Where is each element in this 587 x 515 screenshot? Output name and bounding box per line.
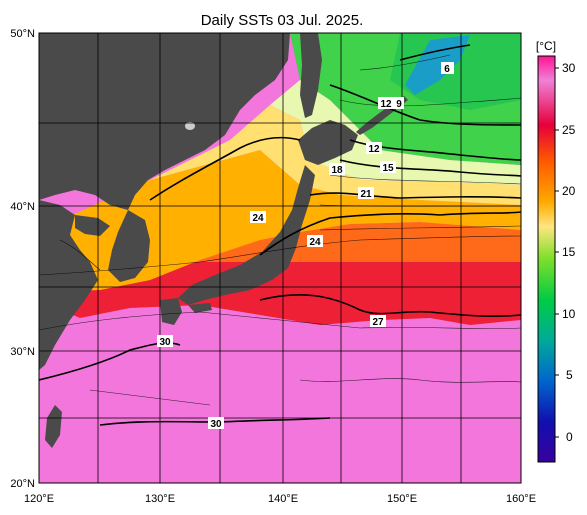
colorbar: [°C] 30 25 20 15 10 5 0: [536, 39, 576, 463]
land-kyushu: [160, 298, 182, 325]
colorbar-tick-label: 10: [562, 307, 576, 321]
contour-label: 30: [157, 335, 173, 348]
colorbar-tick-label: 25: [562, 123, 576, 137]
colorbar-ticks: [555, 67, 559, 438]
lat-axis: 50°N 40°N 30°N 20°N: [10, 28, 35, 490]
svg-text:24: 24: [252, 213, 264, 224]
contour-label: 9: [394, 97, 404, 110]
svg-text:30: 30: [210, 419, 222, 430]
isotherm-minor: [89, 389, 211, 406]
lon-tick-label: 140°E: [268, 493, 298, 505]
isotherm-minor: [39, 235, 521, 276]
contour-label: 30: [208, 417, 224, 430]
svg-text:12: 12: [380, 99, 392, 110]
land-sakhalin: [300, 33, 322, 118]
contour-label: 6: [441, 62, 454, 75]
svg-text:27: 27: [372, 317, 384, 328]
lon-tick-label: 120°E: [24, 493, 54, 505]
chart-title: Daily SSTs 03 Jul. 2025.: [201, 12, 364, 29]
lat-tick-label: 50°N: [10, 28, 35, 40]
isotherm-27: [259, 294, 521, 318]
sst-band-6: [405, 35, 470, 95]
isotherm-12: [329, 84, 521, 126]
lake: [185, 122, 195, 130]
sst-band-27: [39, 262, 521, 325]
sst-band-9: [390, 33, 521, 110]
contour-label: 12: [366, 142, 382, 155]
colorbar-tick-label: 5: [566, 368, 573, 382]
isotherm-minor: [319, 225, 521, 231]
land-asia-mainland: [39, 33, 290, 210]
contour-labels: 6 12 9 12 15 18 21 24 24 27 30 30: [157, 62, 454, 430]
contour-label: 21: [358, 187, 374, 200]
isotherm-minor: [339, 97, 521, 107]
lon-tick-label: 150°E: [387, 493, 417, 505]
colorbar-gradient: [537, 55, 556, 463]
svg-text:24: 24: [309, 237, 321, 248]
svg-text:9: 9: [396, 99, 402, 110]
land-shandong: [75, 215, 110, 236]
land-korea: [108, 210, 150, 282]
svg-text:21: 21: [360, 189, 372, 200]
map-panel: [39, 33, 521, 483]
contour-label: 24: [250, 211, 266, 224]
colorbar-tick-label: 30: [562, 61, 576, 75]
contour-label: 18: [329, 163, 345, 176]
isotherm-minor: [299, 378, 521, 383]
svg-text:6: 6: [444, 64, 450, 75]
colorbar-tick-label: 0: [566, 430, 573, 444]
colorbar-unit: [°C]: [536, 39, 556, 53]
contour-label: 27: [370, 315, 386, 328]
lat-tick-label: 30°N: [10, 346, 35, 358]
land-shikoku: [188, 303, 212, 313]
land-hokkaido: [298, 120, 358, 165]
isotherm-minor: [39, 311, 521, 331]
lon-tick-label: 130°E: [145, 493, 175, 505]
lon-tick-label: 160°E: [506, 493, 536, 505]
svg-text:18: 18: [331, 165, 343, 176]
isotherm-21: [309, 192, 521, 199]
isotherm-6: [399, 44, 471, 61]
contour-label: 12: [378, 97, 394, 110]
svg-text:12: 12: [368, 144, 380, 155]
land-honshu: [178, 165, 315, 305]
isotherm-minor: [329, 174, 521, 185]
isotherm-18: [339, 159, 521, 177]
land-taiwan: [45, 405, 62, 448]
lon-axis: 120°E 130°E 140°E 150°E 160°E: [24, 493, 536, 505]
colorbar-tick-label: 15: [562, 245, 576, 259]
sst-band-21: [39, 150, 521, 292]
lat-tick-label: 20°N: [10, 478, 35, 490]
map-frame: [38, 32, 522, 484]
isotherm-minor: [59, 239, 101, 271]
lat-tick-label: 40°N: [10, 201, 35, 213]
colorbar-tick-label: 20: [562, 184, 576, 198]
isotherm-21-sea: [149, 136, 301, 201]
contour-label: 15: [380, 161, 396, 174]
isotherm-24: [259, 211, 521, 256]
grid: [39, 33, 521, 483]
sst-band-18: [150, 105, 521, 205]
svg-text:15: 15: [382, 163, 394, 174]
contour-label: 24: [307, 235, 323, 248]
svg-text:30: 30: [159, 337, 171, 348]
isotherm-minor: [359, 54, 451, 71]
